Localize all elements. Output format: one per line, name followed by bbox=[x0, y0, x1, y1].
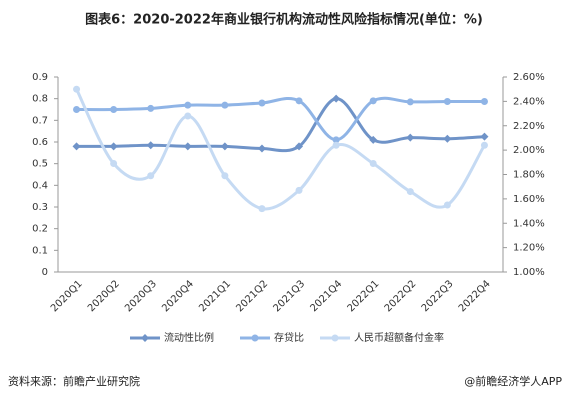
x-tick-label: 2021Q1 bbox=[197, 278, 233, 314]
point bbox=[443, 134, 452, 143]
x-tick-label: 2022Q2 bbox=[383, 278, 419, 314]
point bbox=[183, 142, 192, 151]
point bbox=[147, 104, 155, 112]
y2-tick-label: 1.00% bbox=[513, 267, 545, 278]
point bbox=[109, 142, 118, 151]
point bbox=[480, 132, 489, 141]
x-tick-label: 2020Q1 bbox=[49, 278, 85, 314]
legend-marker bbox=[331, 334, 339, 342]
point bbox=[369, 135, 378, 144]
point bbox=[480, 97, 488, 105]
y2-tick-label: 2.20% bbox=[513, 121, 545, 132]
y-tick-label: 0.6 bbox=[32, 137, 48, 148]
point bbox=[406, 188, 414, 196]
point bbox=[221, 172, 229, 180]
point bbox=[73, 106, 81, 113]
legend-label: 人民币超额备付金率 bbox=[354, 331, 444, 344]
point bbox=[110, 106, 118, 113]
point bbox=[146, 141, 155, 150]
series-line bbox=[76, 96, 485, 142]
point bbox=[184, 101, 192, 109]
x-tick-label: 2021Q4 bbox=[309, 278, 345, 314]
point bbox=[480, 141, 488, 149]
point bbox=[221, 101, 229, 109]
point bbox=[220, 142, 229, 151]
point bbox=[147, 172, 155, 180]
series-line bbox=[75, 88, 486, 211]
point bbox=[332, 94, 341, 103]
point bbox=[295, 186, 303, 194]
point bbox=[295, 97, 303, 105]
point bbox=[73, 85, 81, 93]
point bbox=[258, 99, 266, 107]
point bbox=[332, 136, 340, 144]
point bbox=[258, 205, 266, 213]
point bbox=[443, 201, 451, 209]
y-tick-label: 0.9 bbox=[32, 72, 48, 83]
point bbox=[369, 97, 377, 105]
legend-label: 流动性比例 bbox=[164, 331, 214, 344]
y2-tick-label: 1.80% bbox=[513, 170, 545, 181]
y2-tick-label: 2.60% bbox=[513, 72, 545, 83]
y-tick-label: 0.5 bbox=[32, 159, 48, 170]
point bbox=[295, 142, 304, 151]
x-tick-label: 2022Q3 bbox=[420, 278, 456, 314]
y2-tick-label: 1.40% bbox=[513, 218, 545, 229]
y-tick-label: 0 bbox=[42, 267, 48, 278]
y-tick-label: 0.3 bbox=[32, 202, 48, 213]
y-tick-label: 0.2 bbox=[32, 224, 48, 235]
credit: @前瞻经济学人APP bbox=[464, 374, 562, 388]
x-tick-label: 2020Q4 bbox=[160, 278, 196, 314]
y2-tick-label: 2.40% bbox=[513, 96, 545, 107]
y-tick-label: 0.7 bbox=[32, 115, 48, 126]
y2-tick-label: 1.60% bbox=[513, 194, 545, 205]
y2-tick-label: 1.20% bbox=[513, 243, 545, 254]
series-line bbox=[76, 97, 485, 153]
legend-marker bbox=[251, 334, 259, 342]
point bbox=[332, 141, 340, 149]
point bbox=[369, 160, 377, 168]
point bbox=[406, 133, 415, 142]
x-tick-label: 2020Q3 bbox=[123, 278, 159, 314]
x-tick-label: 2021Q3 bbox=[271, 278, 307, 314]
x-tick-label: 2022Q1 bbox=[346, 278, 382, 314]
point bbox=[184, 112, 192, 120]
point bbox=[406, 98, 414, 106]
point bbox=[110, 160, 118, 168]
y-tick-label: 0.1 bbox=[32, 245, 48, 256]
y2-tick-label: 2.00% bbox=[513, 145, 545, 156]
point bbox=[72, 142, 81, 151]
x-tick-label: 2022Q4 bbox=[457, 278, 493, 314]
chart-title: 图表6：2020-2022年商业银行机构流动性风险指标情况(单位：%) bbox=[85, 12, 483, 28]
x-tick-label: 2020Q2 bbox=[86, 278, 122, 314]
point bbox=[443, 97, 451, 105]
source: 资料来源：前瞻产业研究院 bbox=[8, 374, 140, 388]
legend-marker bbox=[141, 334, 149, 342]
x-tick-label: 2021Q2 bbox=[234, 278, 270, 314]
legend-label: 存贷比 bbox=[274, 331, 304, 344]
point bbox=[257, 144, 266, 153]
y-tick-label: 0.8 bbox=[32, 94, 48, 105]
y-tick-label: 0.4 bbox=[32, 180, 48, 191]
